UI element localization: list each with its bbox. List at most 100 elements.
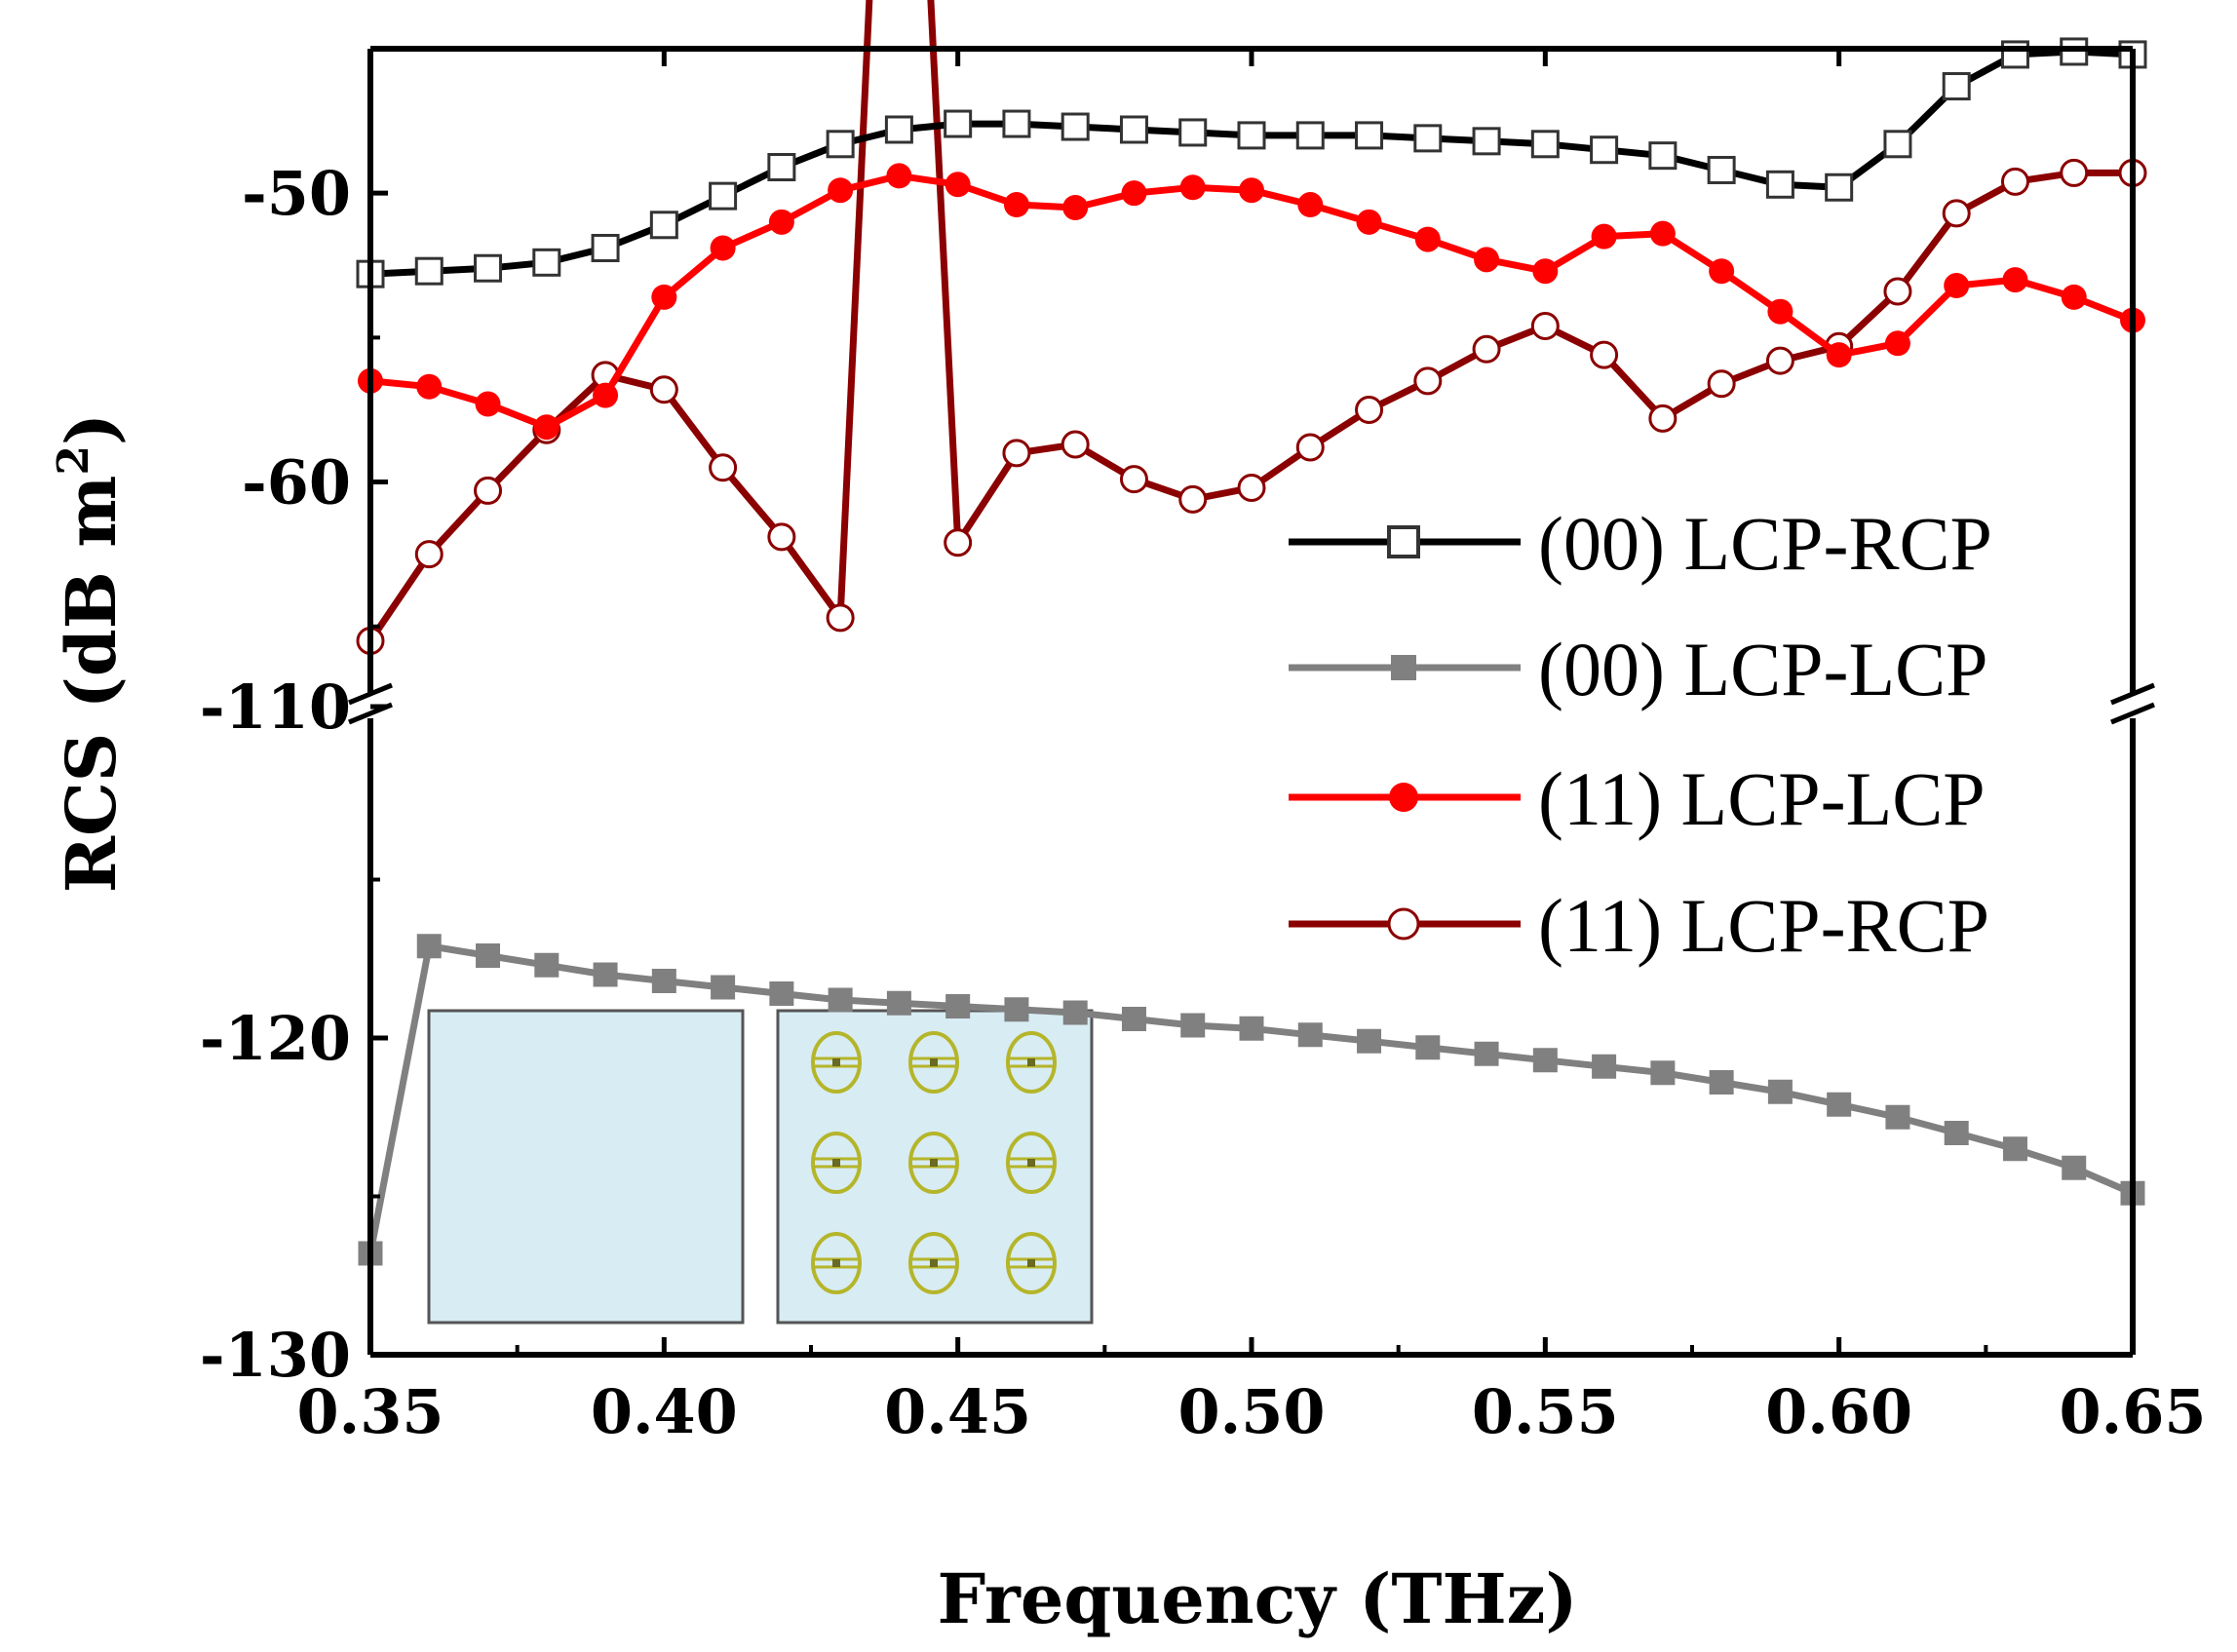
data-point [1472,334,1501,364]
unit-cell-gap [1027,1058,1035,1066]
data-point [709,453,738,482]
data-point [1707,155,1736,184]
data-point [1121,1007,1146,1031]
data-point [711,975,736,1000]
data-point [533,414,559,441]
data-point [1827,1092,1852,1117]
y-tick-label: -130 [200,1320,351,1391]
data-point [828,177,854,204]
data-point [1765,170,1794,199]
data-point [651,284,677,310]
data-point [1297,192,1324,218]
data-point [591,233,620,262]
data-point [768,209,794,235]
legend-label-00-lcp-lcp: (00) LCP-LCP [1538,627,1988,711]
y-axis-title-close: ) [51,413,132,445]
data-point [1530,130,1560,159]
data-point [532,248,561,277]
data-point [709,181,738,211]
data-point [1002,439,1031,468]
x-tick-label: 0.55 [1472,1376,1619,1447]
y-tick-label: -120 [200,1003,351,1074]
data-point [1121,180,1147,207]
inset-panel-plain [427,1009,745,1325]
data-point [414,540,444,569]
unit-cell-gap [832,1259,840,1267]
data-point [826,603,855,633]
data-point [1355,121,1384,150]
data-point [1297,1022,1323,1048]
data-point [534,952,559,978]
inset-unit-cell [1006,1031,1057,1094]
unit-cell-ring [908,1132,959,1194]
data-point [2000,40,2029,69]
axis-break-slash [348,682,393,706]
data-point [944,528,973,557]
y-axis-title-sup: 2 [49,445,98,476]
data-point [474,253,503,283]
data-point [1239,177,1264,204]
legend: (00) LCP-RCP (00) LCP-LCP (11) LCP-LCP (… [1289,501,1992,968]
unit-cell-ring [1006,1232,1057,1294]
legend-item-00-lcp-rcp: (00) LCP-RCP [1289,501,1992,586]
unit-cell-gap [832,1058,840,1066]
data-point [1414,226,1441,252]
y-tick-label: -60 [242,447,351,519]
y-tick-label: -110 [200,672,351,743]
data-point [1119,115,1148,144]
data-point [1415,1035,1441,1060]
data-point [1883,277,1912,306]
data-point [651,969,676,993]
data-point [1237,121,1266,150]
data-point [1767,298,1793,325]
inset-illustration [427,1009,1094,1325]
data-point [826,130,855,159]
data-point [1119,465,1148,494]
legend-label-00-lcp-rcp: (00) LCP-RCP [1538,501,1992,586]
data-point [1413,366,1443,396]
inset-unit-cell [811,1031,862,1094]
inset-unit-cell [1006,1232,1057,1294]
unit-cell-gap [1027,1159,1035,1167]
data-point [767,153,796,182]
data-point [1295,433,1325,462]
data-point [944,109,973,138]
data-point [945,172,971,198]
series-00-lcp-lcp [358,934,2145,1266]
data-point [1239,1016,1264,1041]
data-point [414,256,444,286]
unit-cell-ring [811,1232,862,1294]
data-point [2062,1155,2087,1180]
data-point [416,934,442,959]
data-point [1532,1048,1558,1073]
unit-cell-gap [930,1259,938,1267]
x-tick-label: 0.60 [1765,1376,1912,1447]
unit-cell-gap [930,1159,938,1167]
data-point [828,987,853,1013]
data-point [767,522,796,552]
data-point [593,962,618,987]
data-point [1884,330,1910,357]
data-point [474,476,503,505]
inset-unit-cell [1006,1132,1057,1194]
inset-unit-cell [811,1232,862,1294]
data-point [1356,209,1382,235]
data-point [1709,258,1735,285]
unit-cell-ring [1006,1031,1057,1094]
data-point [1944,1121,1969,1145]
inset-unit-cell [908,1031,959,1094]
data-point [1004,997,1029,1022]
data-point [1061,112,1090,141]
data-point [649,211,678,240]
data-point [1474,1041,1499,1066]
series-line-00-lcp-rcp [369,48,2134,278]
data-point [1648,403,1678,433]
x-tick-label: 0.65 [2059,1376,2206,1447]
data-point [1942,72,1971,101]
data-point [886,163,912,189]
data-point [1179,174,1206,201]
data-point [1413,124,1443,153]
data-point [1648,141,1678,171]
unit-cell-ring [811,1031,862,1094]
unit-cell-ring [1006,1132,1057,1194]
